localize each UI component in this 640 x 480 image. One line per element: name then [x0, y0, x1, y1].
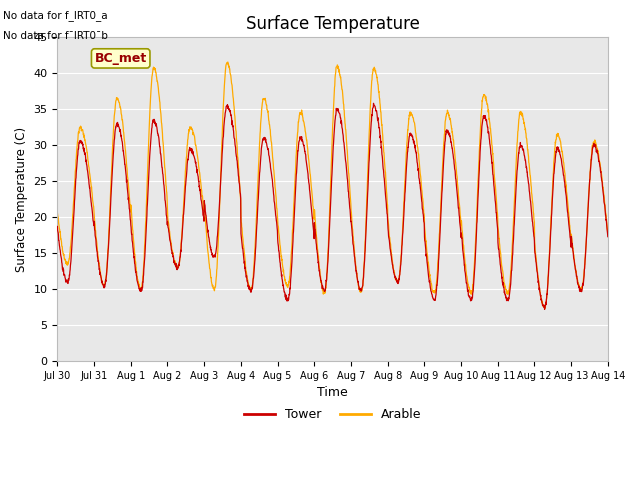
X-axis label: Time: Time	[317, 386, 348, 399]
Y-axis label: Surface Temperature (C): Surface Temperature (C)	[15, 127, 28, 272]
Text: BC_met: BC_met	[95, 52, 147, 65]
Text: No data for f_IRT0_a: No data for f_IRT0_a	[3, 10, 108, 21]
Legend: Tower, Arable: Tower, Arable	[239, 403, 427, 426]
Title: Surface Temperature: Surface Temperature	[246, 15, 420, 33]
Text: No data for f¯IRT0¯b: No data for f¯IRT0¯b	[3, 31, 108, 41]
